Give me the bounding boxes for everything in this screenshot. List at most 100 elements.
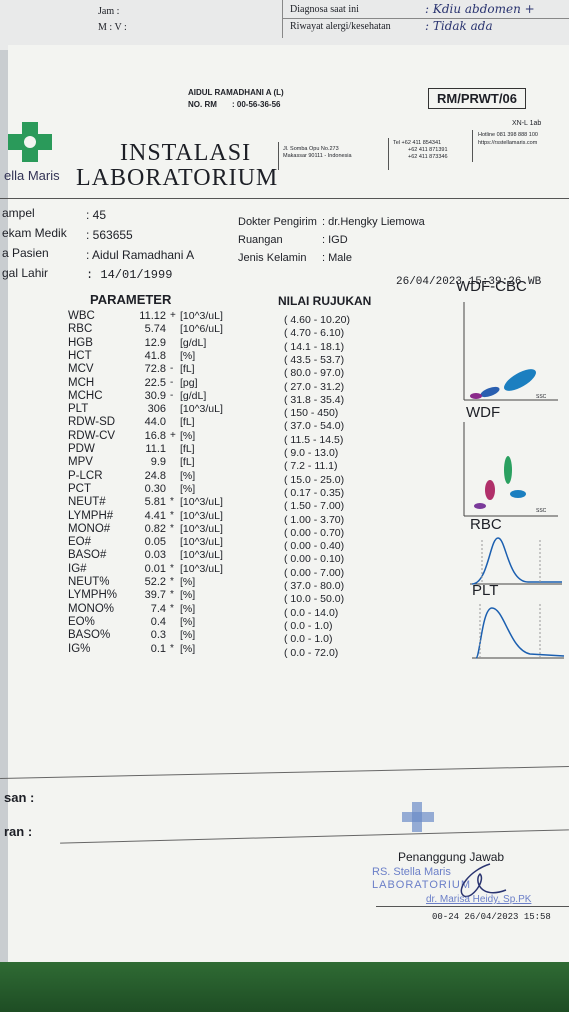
- param-name: LYMPH#: [68, 510, 113, 522]
- param-flag: *: [170, 523, 174, 534]
- param-flag: *: [170, 576, 174, 587]
- graph-label: WDF: [466, 404, 500, 421]
- param-flag: *: [170, 563, 174, 574]
- param-value: 30.9: [145, 390, 166, 402]
- param-name: LYMPH%: [68, 589, 117, 601]
- param-flag: *: [170, 603, 174, 614]
- scattergram: [460, 300, 560, 405]
- info-value: : 45: [86, 208, 106, 222]
- info-label: gal Lahir: [2, 266, 48, 280]
- patient-name: AIDUL RAMADHANI A (L): [188, 88, 284, 97]
- divider: [278, 142, 279, 170]
- param-value: 72.8: [145, 363, 166, 375]
- param-unit: [fL]: [180, 443, 195, 455]
- note-label: san :: [4, 790, 34, 805]
- param-name: IG#: [68, 563, 87, 575]
- scattergram: [460, 420, 560, 520]
- form-label: Riwayat alergi/kesehatan: [290, 21, 391, 32]
- param-value: 11.1: [145, 443, 166, 455]
- stamp-logo: [400, 800, 436, 834]
- param-name: MCHC: [68, 390, 103, 402]
- graph-label: PLT: [472, 582, 498, 599]
- param-unit: [10^3/uL]: [180, 523, 223, 535]
- info-label: Jenis Kelamin: [238, 252, 306, 264]
- param-flag: *: [170, 496, 174, 507]
- logo: [6, 118, 66, 166]
- param-range: ( 0.0 - 14.0): [284, 607, 338, 619]
- param-unit: [%]: [180, 643, 195, 655]
- param-flag: -: [170, 363, 173, 374]
- param-flag: *: [170, 643, 174, 654]
- param-unit: [10^3/uL]: [180, 310, 223, 322]
- param-range: ( 0.0 - 72.0): [284, 647, 338, 659]
- param-name: MCV: [68, 363, 94, 375]
- info-value: : 563655: [86, 228, 133, 242]
- param-name: BASO#: [68, 549, 106, 561]
- param-name: NEUT#: [68, 496, 106, 508]
- top-form: Jam : M : V : Diagnosa saat ini : Kdiu a…: [0, 0, 569, 50]
- param-unit: [10^3/uL]: [180, 403, 223, 415]
- param-value: 52.2: [145, 576, 166, 588]
- param-range: ( 14.1 - 18.1): [284, 341, 344, 353]
- param-unit: [fL]: [180, 416, 195, 428]
- param-range: ( 0.00 - 0.10): [284, 553, 344, 565]
- param-value: 16.8: [145, 430, 166, 442]
- doc-code: RM/PRWT/06: [428, 88, 526, 109]
- param-name: MCH: [68, 377, 94, 389]
- param-unit: [10^6/uL]: [180, 323, 223, 335]
- param-value: 0.82: [145, 523, 166, 535]
- mv: M : V :: [98, 22, 127, 33]
- param-range: ( 27.0 - 31.2): [284, 381, 344, 393]
- param-value: 41.8: [145, 350, 166, 362]
- param-range: ( 4.70 - 6.10): [284, 327, 344, 339]
- divider: [388, 138, 389, 170]
- param-name: P-LCR: [68, 470, 103, 482]
- param-range: ( 150 - 450): [284, 407, 338, 419]
- param-unit: [10^3/uL]: [180, 549, 223, 561]
- info-value: : 14/01/1999: [86, 268, 172, 282]
- param-value: 0.4: [151, 616, 166, 628]
- info-label: Ruangan: [238, 234, 283, 246]
- param-name: RDW-CV: [68, 430, 115, 442]
- param-range: ( 43.5 - 53.7): [284, 354, 344, 366]
- phone: Tel +62 411 854341: [393, 140, 441, 146]
- param-value: 7.4: [151, 603, 166, 615]
- page: Jam : M : V : Diagnosa saat ini : Kdiu a…: [0, 0, 569, 1012]
- param-range: ( 0.00 - 0.40): [284, 540, 344, 552]
- param-name: BASO%: [68, 629, 110, 641]
- info-label: ampel: [2, 206, 35, 220]
- info-value: : Male: [322, 252, 352, 264]
- param-unit: [%]: [180, 350, 195, 362]
- param-flag: +: [170, 430, 176, 441]
- title: INSTALASI: [120, 140, 251, 167]
- histogram: [468, 534, 564, 586]
- param-unit: [%]: [180, 470, 195, 482]
- param-value: 9.9: [151, 456, 166, 468]
- param-range: ( 0.0 - 1.0): [284, 633, 332, 645]
- param-range: ( 37.0 - 54.0): [284, 420, 344, 432]
- param-name: RBC: [68, 323, 92, 335]
- param-value: 24.8: [145, 470, 166, 482]
- param-range: ( 0.17 - 0.35): [284, 487, 344, 499]
- param-name: NEUT%: [68, 576, 110, 588]
- param-range: ( 4.60 - 10.20): [284, 314, 350, 326]
- tablecloth: [0, 962, 569, 1012]
- info-label: a Pasien: [2, 246, 49, 260]
- info-value: : IGD: [322, 234, 348, 246]
- website: https://rsstellamaris.com: [478, 140, 537, 146]
- rm-label: NO. RM: [188, 100, 217, 109]
- param-value: 44.0: [145, 416, 166, 428]
- param-name: PCT: [68, 483, 91, 495]
- param-range: ( 9.0 - 13.0): [284, 447, 338, 459]
- note-label: ran :: [4, 824, 32, 839]
- param-name: IG%: [68, 643, 90, 655]
- param-unit: [fL]: [180, 363, 195, 375]
- param-value: 12.9: [145, 337, 166, 349]
- param-unit: [%]: [180, 629, 195, 641]
- param-value: 0.03: [145, 549, 166, 561]
- param-range: ( 15.0 - 25.0): [284, 474, 344, 486]
- param-flag: +: [170, 310, 176, 321]
- title: LABORATORIUM: [76, 165, 278, 192]
- axis-label: SSC: [536, 508, 546, 514]
- param-name: WBC: [68, 310, 95, 322]
